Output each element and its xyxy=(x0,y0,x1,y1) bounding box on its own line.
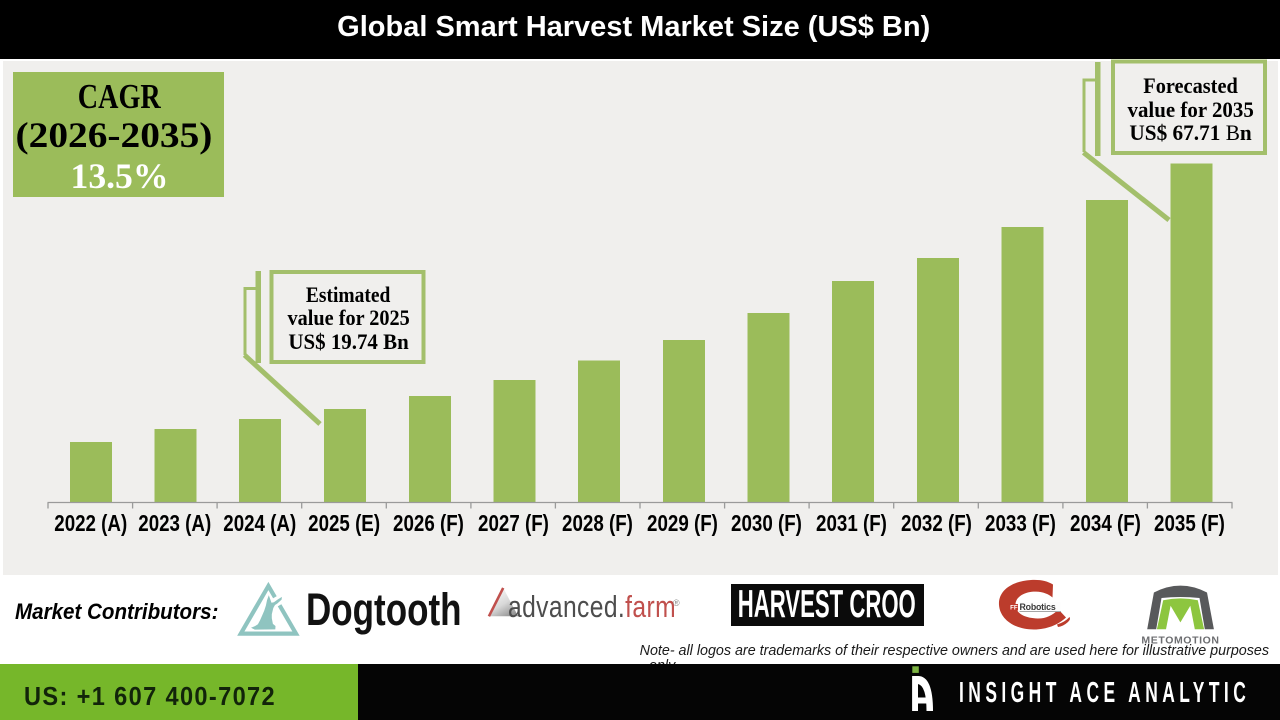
svg-text:METOMOTION: METOMOTION xyxy=(1141,635,1219,647)
svg-text:Robotics: Robotics xyxy=(1020,602,1056,612)
svg-text:FF: FF xyxy=(1010,605,1018,612)
